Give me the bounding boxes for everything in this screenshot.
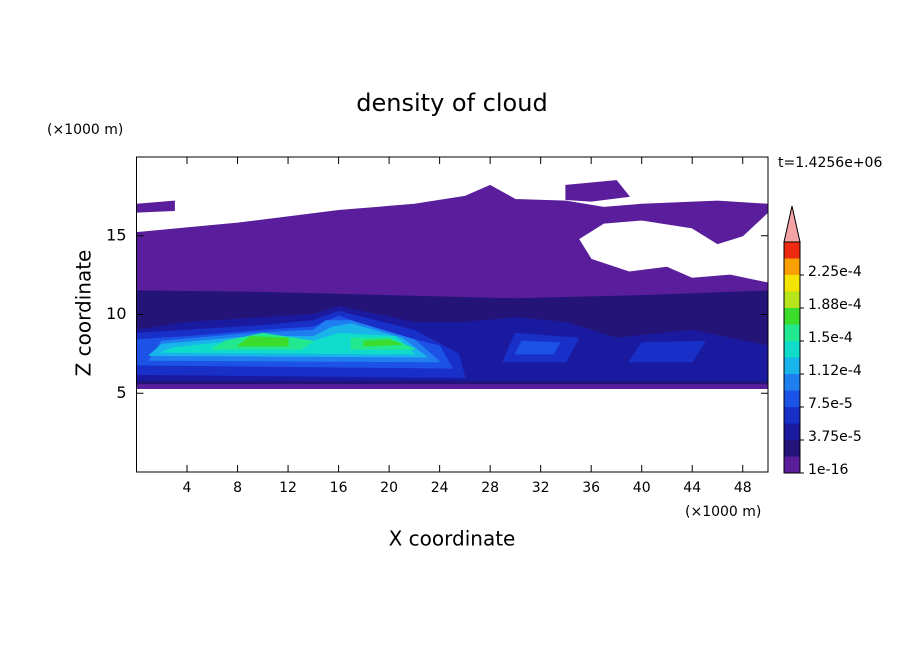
colorbar-band (784, 308, 800, 325)
contour-region (628, 340, 706, 363)
colorbar-band (784, 258, 800, 275)
y-tick-label: 10 (106, 304, 126, 323)
colorbar-tick-label: 1e-16 (808, 462, 848, 478)
colorbar-band (784, 407, 800, 424)
x-unit: (×1000 m) (685, 504, 761, 520)
y-unit: (×1000 m) (47, 122, 123, 138)
colorbar-tick-label: 1.12e-4 (808, 363, 862, 379)
colorbar-tick-label: 7.5e-5 (808, 396, 853, 412)
time-annotation: t=1.4256e+06 (778, 155, 882, 171)
x-tick-label: 28 (481, 480, 499, 496)
contour-region (514, 340, 561, 355)
colorbar-tick-label: 1.5e-4 (808, 330, 853, 346)
colorbar-band (784, 357, 800, 374)
x-tick-label: 48 (734, 480, 752, 496)
colorbar-band (784, 291, 800, 308)
x-tick-label: 32 (532, 480, 550, 496)
colorbar-band (784, 324, 800, 341)
x-tick-label: 8 (233, 480, 242, 496)
x-tick-label: 20 (380, 480, 398, 496)
colorbar-tick-label: 1.88e-4 (808, 297, 862, 313)
colorbar-band (784, 456, 800, 473)
y-tick-label: 5 (116, 383, 126, 402)
y-tick-label: 15 (106, 225, 126, 244)
x-axis-label: X coordinate (389, 527, 516, 551)
x-tick-label: 40 (633, 480, 651, 496)
x-tick-label: 4 (183, 480, 192, 496)
colorbar-band (784, 423, 800, 440)
colorbar-band (784, 390, 800, 407)
colorbar-band (784, 374, 800, 391)
x-tick-label: 16 (330, 480, 348, 496)
x-tick-label: 12 (279, 480, 297, 496)
contour-region (565, 180, 630, 202)
x-tick-label: 44 (683, 480, 701, 496)
contour-region (363, 339, 403, 347)
colorbar-band (784, 275, 800, 292)
colorbar-extension (783, 205, 801, 243)
x-tick-label: 36 (582, 480, 600, 496)
colorbar-band (784, 242, 800, 259)
colorbar-band (784, 440, 800, 457)
colorbar-band (784, 341, 800, 358)
chart-title: density of cloud (356, 89, 547, 117)
contour-region (237, 336, 289, 347)
x-tick-label: 24 (431, 480, 449, 496)
y-axis-label: Z coordinate (72, 250, 96, 377)
colorbar-tick-label: 3.75e-5 (808, 429, 862, 445)
colorbar-tick-label: 2.25e-4 (808, 264, 862, 280)
